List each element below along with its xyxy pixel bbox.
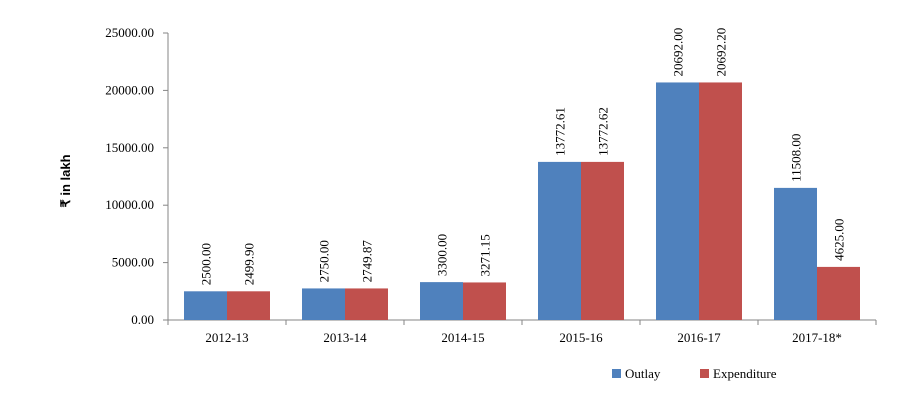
y-tick-label: 0.00 xyxy=(131,312,154,327)
y-tick-label: 5000.00 xyxy=(112,255,154,270)
bar-outlay xyxy=(302,288,345,320)
bar-expenditure xyxy=(817,266,860,320)
y-tick-label: 20000.00 xyxy=(105,82,154,97)
bar-outlay xyxy=(184,291,227,320)
bar-expenditure xyxy=(227,291,270,320)
x-tick-label: 2015-16 xyxy=(559,330,603,345)
bar-expenditure xyxy=(581,161,624,320)
bar-outlay xyxy=(420,282,463,320)
bar-outlay xyxy=(774,187,817,320)
data-label: 3271.15 xyxy=(478,234,493,276)
data-label: 20692.00 xyxy=(671,28,686,77)
data-label: 2500.00 xyxy=(199,243,214,285)
bar-outlay xyxy=(538,161,581,320)
x-tick-label: 2016-17 xyxy=(677,330,721,345)
data-label: 20692.20 xyxy=(714,28,729,77)
data-label: 2750.00 xyxy=(317,240,332,282)
data-label: 11508.00 xyxy=(789,134,804,182)
data-label: 2499.90 xyxy=(242,243,257,285)
legend: Outlay Expenditure xyxy=(612,366,777,381)
data-label: 13772.62 xyxy=(596,107,611,156)
bar-outlay xyxy=(656,82,699,320)
data-label: 4625.00 xyxy=(832,219,847,261)
y-tick-label: 25000.00 xyxy=(105,25,154,40)
bar-expenditure xyxy=(463,282,506,320)
y-axis-label: ₹ in lakh xyxy=(58,154,73,207)
bar-expenditure xyxy=(345,288,388,320)
y-tick-label: 15000.00 xyxy=(105,140,154,155)
x-tick-label: 2017-18* xyxy=(792,330,842,345)
x-tick-label: 2013-14 xyxy=(323,330,367,345)
data-label: 2749.87 xyxy=(360,240,375,283)
x-tick-label: 2012-13 xyxy=(205,330,248,345)
y-tick-label: 10000.00 xyxy=(105,197,154,212)
data-label: 13772.61 xyxy=(553,107,568,156)
legend-label-expenditure: Expenditure xyxy=(713,366,777,381)
x-tick-label: 2014-15 xyxy=(441,330,484,345)
legend-swatch-expenditure xyxy=(700,369,709,378)
data-label: 3300.00 xyxy=(435,234,450,276)
legend-swatch-outlay xyxy=(612,369,621,378)
bar-expenditure xyxy=(699,82,742,320)
plot-area: 0.00 5000.00 10000.00 15000.00 20000.00 25000… xyxy=(105,25,877,345)
legend-label-outlay: Outlay xyxy=(625,366,661,381)
